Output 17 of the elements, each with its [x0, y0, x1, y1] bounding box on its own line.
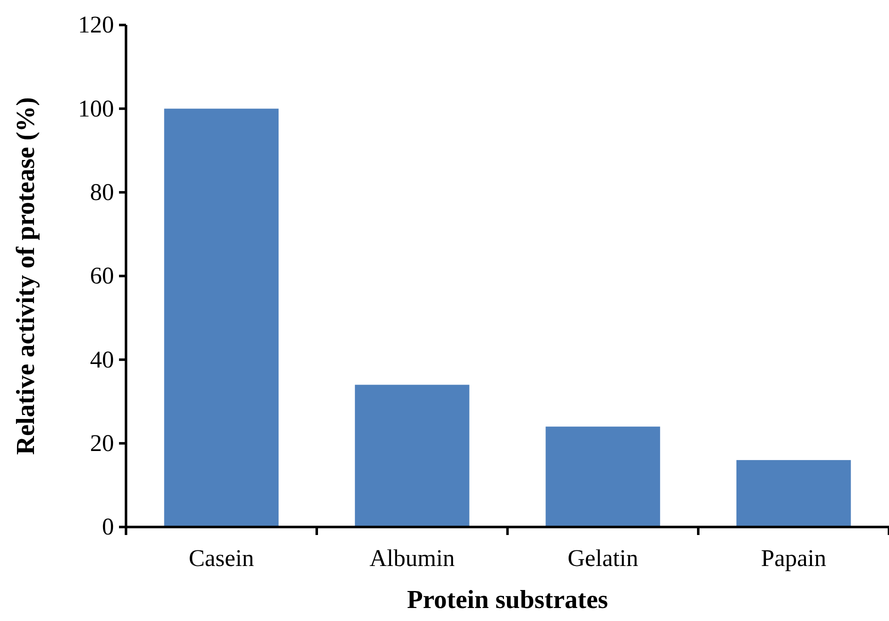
y-tick-label: 40 — [90, 347, 114, 374]
bar — [736, 460, 851, 527]
x-tick-label: Papain — [760, 546, 826, 572]
y-tick-label: 100 — [78, 96, 114, 122]
y-tick-label: 0 — [102, 514, 114, 541]
y-tick-label: 20 — [90, 431, 114, 458]
y-tick-label: 120 — [78, 12, 114, 39]
x-tick-label: Gelatin — [568, 546, 638, 572]
x-axis-title: Protein substrates — [406, 585, 608, 614]
y-tick-label: 60 — [90, 264, 114, 290]
bar — [546, 426, 660, 527]
bar — [164, 108, 279, 527]
x-tick-label: Albumin — [369, 546, 455, 572]
bar — [354, 384, 470, 527]
y-tick-label: 80 — [90, 180, 114, 206]
x-tick-label: Casein — [188, 546, 254, 572]
y-axis-title: Relative activity of protease (%) — [11, 97, 40, 455]
